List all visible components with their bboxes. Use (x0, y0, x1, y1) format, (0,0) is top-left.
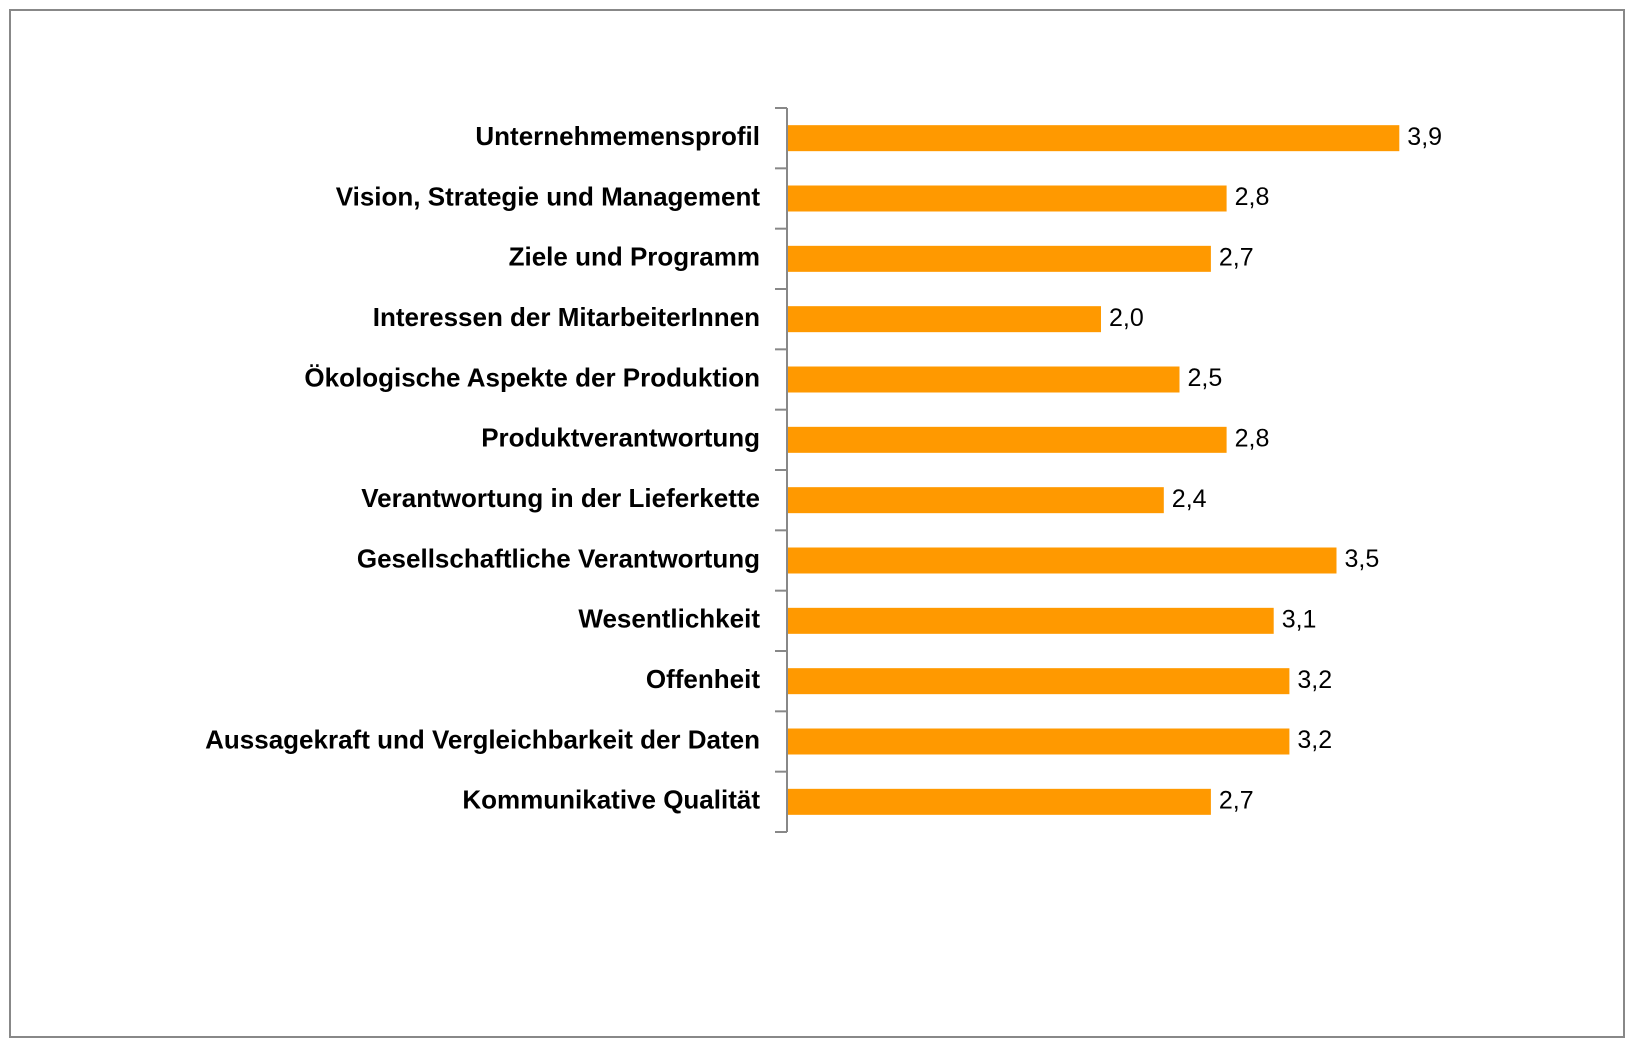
bar (787, 426, 1227, 453)
category-label: Interessen der MitarbeiterInnen (373, 302, 760, 332)
value-label: 3,1 (1282, 605, 1317, 633)
bar (787, 728, 1290, 755)
value-label: 2,8 (1235, 424, 1270, 452)
value-label: 2,8 (1235, 183, 1270, 211)
value-label: 3,9 (1407, 123, 1442, 151)
value-label: 2,5 (1188, 364, 1223, 392)
category-label: Wesentlichkeit (578, 604, 760, 634)
category-label: Verantwortung in der Lieferkette (361, 483, 760, 513)
bar (787, 366, 1180, 393)
category-label: Gesellschaftliche Verantwortung (357, 543, 760, 573)
category-label: Produktverantwortung (481, 423, 760, 453)
bar (787, 245, 1211, 272)
category-label: Vision, Strategie und Management (336, 181, 761, 211)
category-label: Kommunikative Qualität (462, 785, 760, 815)
bar (787, 125, 1400, 152)
category-label: Offenheit (646, 664, 760, 694)
value-label: 3,5 (1345, 545, 1380, 573)
value-label: 3,2 (1297, 726, 1332, 754)
bar (787, 668, 1290, 695)
category-label: Aussagekraft und Vergleichbarkeit der Da… (205, 724, 760, 754)
value-label: 2,4 (1172, 485, 1207, 513)
value-label: 2,7 (1219, 786, 1254, 814)
bar (787, 185, 1227, 212)
chart-frame (9, 9, 1625, 1038)
bar (787, 487, 1164, 514)
category-label: Ziele und Programm (509, 242, 760, 272)
bar (787, 306, 1101, 333)
value-label: 3,2 (1297, 666, 1332, 694)
bar (787, 547, 1337, 574)
value-label: 2,7 (1219, 243, 1254, 271)
bar (787, 788, 1211, 815)
value-label: 2,0 (1109, 304, 1144, 332)
category-label: Ökologische Aspekte der Produktion (304, 362, 760, 392)
category-label: Unternehmemensprofil (475, 121, 760, 151)
bar (787, 607, 1274, 634)
